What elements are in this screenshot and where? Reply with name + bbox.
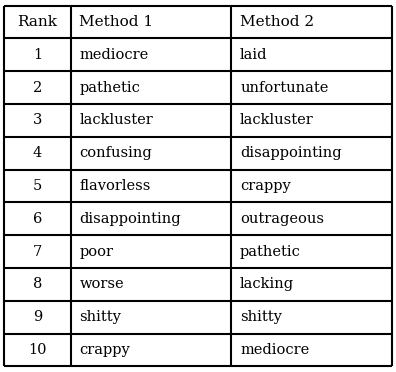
Text: lackluster: lackluster xyxy=(240,113,314,127)
Text: 5: 5 xyxy=(33,179,42,193)
Text: 2: 2 xyxy=(33,81,42,94)
Text: flavorless: flavorless xyxy=(80,179,151,193)
Text: 10: 10 xyxy=(28,343,47,357)
Text: 4: 4 xyxy=(33,146,42,160)
Text: poor: poor xyxy=(80,245,113,259)
Text: 6: 6 xyxy=(32,212,42,226)
Text: Method 1: Method 1 xyxy=(80,15,154,29)
Text: crappy: crappy xyxy=(240,179,291,193)
Text: outrageous: outrageous xyxy=(240,212,324,226)
Text: unfortunate: unfortunate xyxy=(240,81,328,94)
Text: pathetic: pathetic xyxy=(80,81,140,94)
Text: lacking: lacking xyxy=(240,278,294,291)
Text: pathetic: pathetic xyxy=(240,245,301,259)
Text: 8: 8 xyxy=(32,278,42,291)
Text: disappointing: disappointing xyxy=(240,146,342,160)
Text: 1: 1 xyxy=(33,48,42,62)
Text: crappy: crappy xyxy=(80,343,130,357)
Text: mediocre: mediocre xyxy=(240,343,309,357)
Text: Method 2: Method 2 xyxy=(240,15,314,29)
Text: shitty: shitty xyxy=(240,310,282,324)
Text: disappointing: disappointing xyxy=(80,212,181,226)
Text: 7: 7 xyxy=(33,245,42,259)
Text: shitty: shitty xyxy=(80,310,121,324)
Text: laid: laid xyxy=(240,48,268,62)
Text: mediocre: mediocre xyxy=(80,48,148,62)
Text: 9: 9 xyxy=(33,310,42,324)
Text: Rank: Rank xyxy=(17,15,57,29)
Text: confusing: confusing xyxy=(80,146,152,160)
Text: lackluster: lackluster xyxy=(80,113,153,127)
Text: 3: 3 xyxy=(32,113,42,127)
Text: worse: worse xyxy=(80,278,124,291)
